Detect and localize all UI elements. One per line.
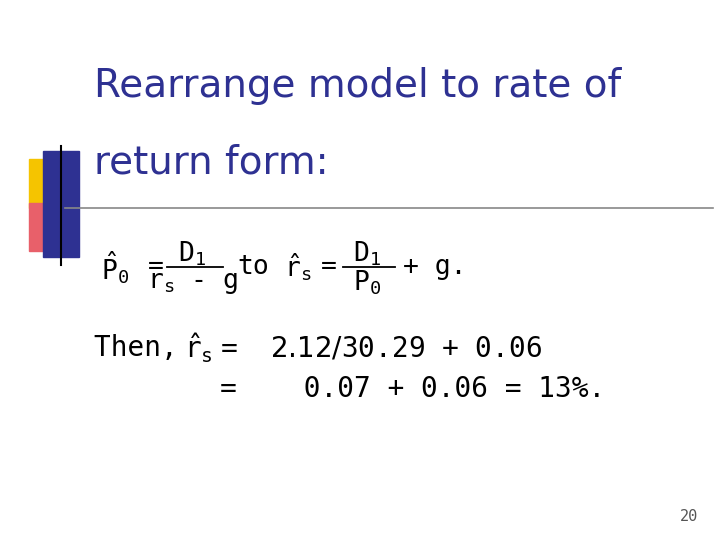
Text: $\mathregular{D_1}$: $\mathregular{D_1}$ [179,240,206,268]
Text: =: = [148,254,163,280]
Text: Then,: Then, [94,334,194,362]
Text: $\mathregular{P_0}$: $\mathregular{P_0}$ [353,269,382,297]
Text: to: to [238,254,269,280]
Text: =    0.07 + 0.06 = 13%.: = 0.07 + 0.06 = 13%. [220,375,605,403]
Text: $\mathregular{r_s}$ - g: $\mathregular{r_s}$ - g [147,270,238,296]
Text: =: = [320,254,336,280]
Bar [29,202,68,251]
Text: Rearrange model to rate of: Rearrange model to rate of [94,68,621,105]
Text: $\mathregular{\hat{P}_0}$: $\mathregular{\hat{P}_0}$ [101,249,129,286]
Text: 20: 20 [680,509,698,524]
Bar [29,159,65,208]
Text: + g.: + g. [403,254,467,280]
Text: =  $2.12/$30.29 + 0.06: = $2.12/$30.29 + 0.06 [220,334,541,362]
Bar [43,151,79,256]
Text: return form:: return form: [94,143,328,181]
Text: $\mathregular{D_1}$: $\mathregular{D_1}$ [354,240,381,268]
Text: $\mathregular{\hat{r}_s}$: $\mathregular{\hat{r}_s}$ [184,332,213,365]
Text: $\mathregular{\hat{r}_s}$: $\mathregular{\hat{r}_s}$ [284,252,312,283]
